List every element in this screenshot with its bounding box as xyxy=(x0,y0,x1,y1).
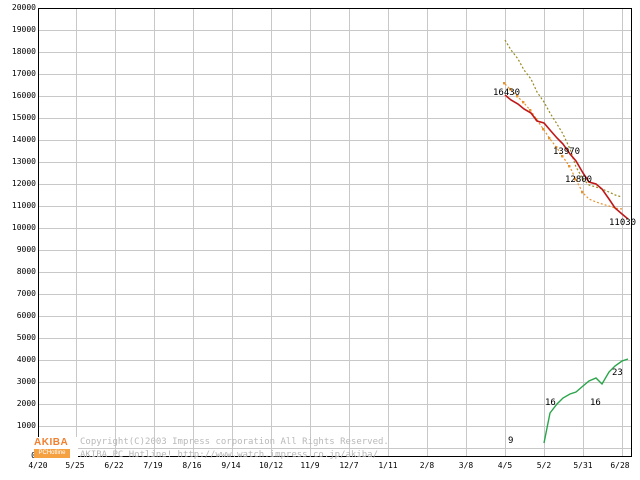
annotation-count-23: 23 xyxy=(612,368,623,378)
x-tick-12: 4/5 xyxy=(497,461,513,470)
plot-area xyxy=(38,8,632,457)
y-tick-10000: 10000 xyxy=(11,223,36,232)
x-tick-0: 4/20 xyxy=(28,461,48,470)
y-tick-1000: 1000 xyxy=(16,421,36,430)
y-tick-12000: 12000 xyxy=(11,179,36,188)
annotation-price-13970: 13970 xyxy=(553,147,581,157)
y-tick-4000: 4000 xyxy=(16,355,36,364)
annotation-price-12800: 12800 xyxy=(565,175,593,185)
x-tick-15: 6/28 xyxy=(610,461,630,470)
y-tick-8000: 8000 xyxy=(16,267,36,276)
y-tick-18000: 18000 xyxy=(11,47,36,56)
x-tick-11: 3/8 xyxy=(458,461,474,470)
x-tick-6: 10/12 xyxy=(258,461,284,470)
series-avg-markers xyxy=(503,82,584,194)
x-tick-3: 7/19 xyxy=(143,461,163,470)
annotation-count-16a: 16 xyxy=(545,398,556,408)
series-layer xyxy=(503,39,629,444)
annotation-count-16b: 16 xyxy=(590,398,601,408)
x-tick-10: 2/8 xyxy=(419,461,435,470)
akiba-logo-text: AKIBA xyxy=(34,437,78,449)
y-tick-9000: 9000 xyxy=(16,245,36,254)
copyright-line-2: AKIBA PC Hotline! http://www.watch.impre… xyxy=(80,450,379,460)
akiba-logo-subtext: PCHotline xyxy=(34,449,70,458)
x-tick-13: 5/2 xyxy=(536,461,552,470)
y-tick-19000: 19000 xyxy=(11,25,36,34)
y-tick-5000: 5000 xyxy=(16,333,36,342)
x-tick-8: 12/7 xyxy=(339,461,359,470)
y-tick-13000: 13000 xyxy=(11,157,36,166)
series-min-price xyxy=(504,94,629,220)
y-tick-7000: 7000 xyxy=(16,289,36,298)
x-tick-14: 5/31 xyxy=(573,461,593,470)
y-tick-11000: 11000 xyxy=(11,201,36,210)
x-tick-7: 11/9 xyxy=(300,461,320,470)
x-tick-1: 5/25 xyxy=(65,461,85,470)
y-tick-14000: 14000 xyxy=(11,135,36,144)
akiba-logo: AKIBA PCHotline xyxy=(34,437,78,459)
y-tick-0: 0 xyxy=(0,452,36,460)
x-tick-9: 1/11 xyxy=(378,461,398,470)
copyright-line-1: Copyright(C)2003 Impress corporation All… xyxy=(80,437,389,447)
series-max-price xyxy=(504,39,623,198)
y-tick-15000: 15000 xyxy=(11,113,36,122)
y-tick-6000: 6000 xyxy=(16,311,36,320)
x-tick-5: 9/14 xyxy=(221,461,241,470)
annotation-price-16430: 16430 xyxy=(493,88,521,98)
y-tick-20000: 20000 xyxy=(11,3,36,12)
series-shop-count xyxy=(543,358,629,444)
annotation-count-9: 9 xyxy=(508,436,514,446)
y-tick-2000: 2000 xyxy=(16,399,36,408)
y-tick-17000: 17000 xyxy=(11,69,36,78)
x-tick-2: 6/22 xyxy=(104,461,124,470)
annotation-price-11030: 11030 xyxy=(609,218,637,228)
y-tick-16000: 16000 xyxy=(11,91,36,100)
y-tick-3000: 3000 xyxy=(16,377,36,386)
x-tick-4: 8/16 xyxy=(182,461,202,470)
